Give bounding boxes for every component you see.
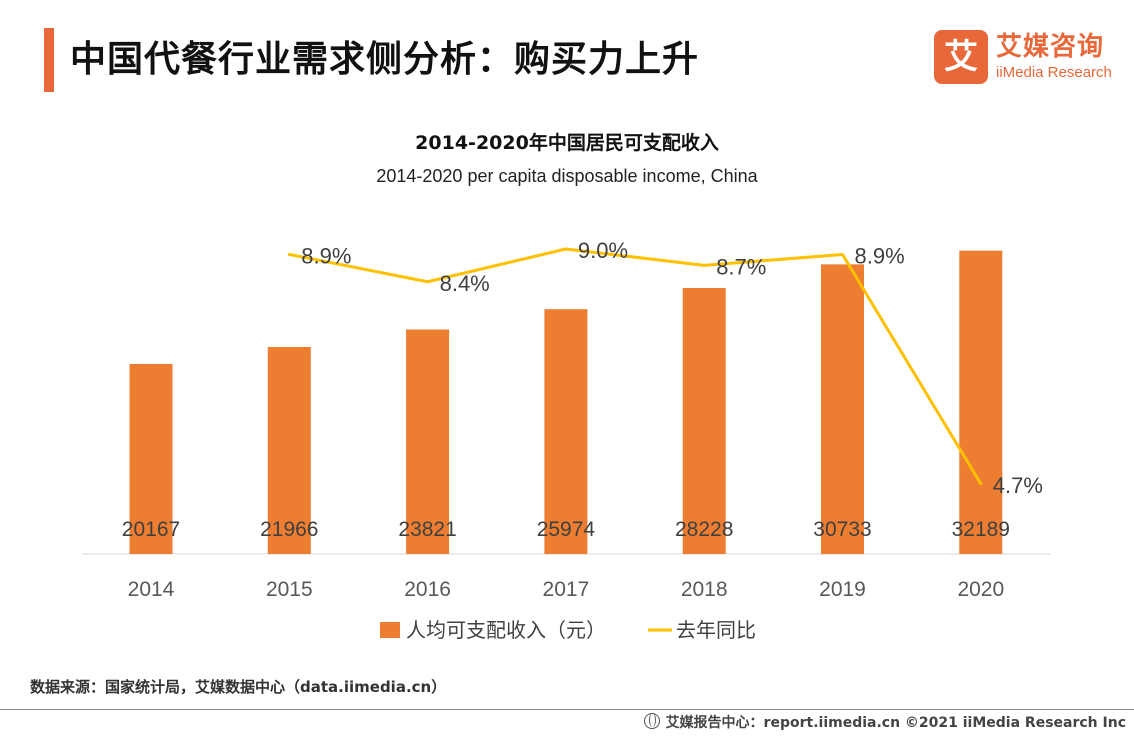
- bar-value-label-2015: 21966: [260, 518, 318, 541]
- logo-name-en: iiMedia Research: [996, 64, 1112, 81]
- title-accent-bar: [44, 28, 54, 92]
- legend-bar-label: 人均可支配收入（元）: [406, 618, 606, 642]
- logo-mark: 艾: [934, 30, 988, 84]
- yoy-line: [289, 247, 983, 485]
- yoy-point-2016: [426, 280, 430, 284]
- yoy-label-2016: 8.4%: [440, 271, 490, 296]
- yoy-label-2015: 8.9%: [301, 243, 351, 268]
- x-tick-label-2016: 2016: [404, 578, 451, 601]
- bar-2015: [267, 346, 311, 554]
- x-tick-label-2020: 2020: [957, 578, 1004, 601]
- yoy-point-2019: [841, 252, 844, 256]
- yoy-point-2020: [979, 482, 983, 486]
- logo-name-cn: 艾媒咨询: [996, 32, 1105, 62]
- data-source: 数据来源：国家统计局，艾媒数据中心（data.iimedia.cn）: [30, 678, 447, 696]
- x-tick-label-2019: 2019: [819, 578, 866, 601]
- iimedia-logo[interactable]: 艾 艾媒咨询 iiMedia Research: [934, 30, 1124, 86]
- yoy-label-2018: 8.7%: [716, 254, 766, 279]
- bar-value-label-2017: 25974: [537, 518, 596, 541]
- page-title: 中国代餐行业需求侧分析：购买力上升: [70, 39, 700, 80]
- yoy-point-2018: [702, 263, 706, 267]
- yoy-label-2020: 4.7%: [993, 473, 1043, 498]
- bar-2020: [959, 250, 1003, 554]
- bar-2014: [129, 363, 173, 554]
- chart-title: 2014-2020年中国居民可支配收入: [415, 132, 719, 154]
- yoy-label-2019: 8.9%: [855, 243, 905, 268]
- bar-value-label-2016: 23821: [398, 518, 456, 541]
- yoy-point-2015: [287, 252, 291, 256]
- chart-subtitle: 2014-2020 per capita disposable income, …: [376, 166, 758, 186]
- x-tick-label-2014: 2014: [128, 578, 175, 601]
- footer-text: 艾媒报告中心：report.iimedia.cn ©2021 iiMedia R…: [665, 715, 1126, 731]
- bar-value-label-2014: 20167: [122, 518, 180, 541]
- bar-value-label-2020: 32189: [952, 518, 1010, 541]
- globe-icon: [643, 713, 660, 729]
- footer-divider: [0, 709, 1134, 710]
- bar-value-label-2019: 30733: [813, 518, 871, 541]
- bar-2017: [544, 309, 588, 554]
- x-tick-label-2015: 2015: [266, 578, 313, 601]
- bar-2019: [821, 264, 864, 554]
- x-tick-label-2017: 2017: [543, 578, 590, 601]
- yoy-label-2017: 9.0%: [578, 238, 628, 263]
- bar-2018: [682, 287, 726, 554]
- yoy-point-2017: [564, 247, 568, 251]
- bar-2016: [406, 329, 450, 554]
- footer: 艾媒报告中心：report.iimedia.cn ©2021 iiMedia R…: [643, 712, 1126, 734]
- bar-value-label-2018: 28228: [675, 518, 733, 541]
- x-tick-label-2018: 2018: [681, 578, 728, 601]
- legend-bar-swatch: [380, 622, 400, 638]
- legend-line-label: 去年同比: [676, 618, 756, 642]
